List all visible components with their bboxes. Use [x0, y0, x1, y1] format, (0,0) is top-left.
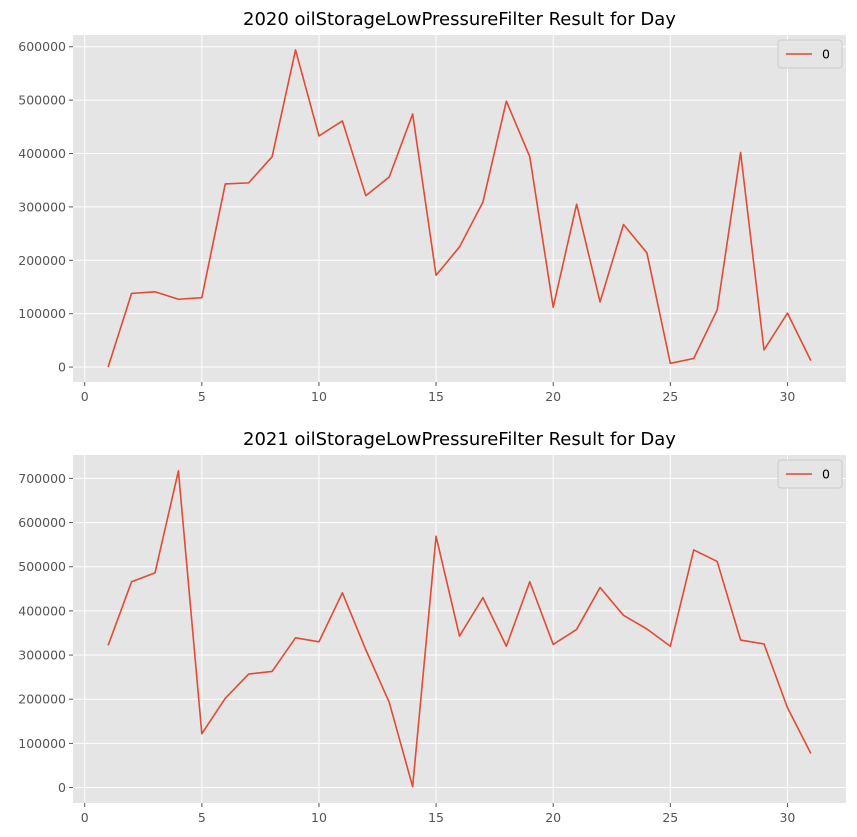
x-tick-label: 10: [311, 810, 327, 825]
chart-panel-0: 0 5 10 15 20 25 30 0 100000 200000 300000 400000 500…: [18, 9, 846, 404]
x-tick-label: 5: [198, 389, 206, 404]
y-tick-label: 500000: [18, 559, 66, 574]
x-tick-label: 10: [311, 389, 327, 404]
x-tick-label: 30: [779, 389, 795, 404]
legend-entry-label: 0: [822, 47, 830, 62]
y-tick-label: 100000: [18, 306, 66, 321]
y-tick-label: 200000: [18, 692, 66, 707]
chart-title: 2020 oilStorageLowPressureFilter Result …: [243, 9, 676, 30]
legend-entry-label: 0: [822, 467, 830, 482]
chart-panel-1: 0 5 10 15 20 25 30 0 100000 200000 300000 400000 500…: [18, 429, 846, 825]
x-tick-label: 30: [779, 810, 795, 825]
x-tick-label: 0: [81, 810, 89, 825]
y-tick-label: 600000: [18, 515, 66, 530]
series-line-0: [107, 470, 812, 788]
y-tick-label: 300000: [18, 199, 66, 214]
x-tick-label: 25: [662, 810, 678, 825]
x-tick-label: 0: [81, 389, 89, 404]
y-tick-label: 100000: [18, 736, 66, 751]
x-tick-label: 15: [428, 389, 444, 404]
x-tick-label: 20: [545, 810, 561, 825]
y-tick-label: 400000: [18, 603, 66, 618]
chart-title: 2021 oilStorageLowPressureFilter Result …: [243, 429, 676, 450]
y-tick-label: 200000: [18, 253, 66, 268]
y-tick-label: 0: [58, 360, 66, 375]
series-line-0: [107, 49, 812, 368]
x-tick-label: 15: [428, 810, 444, 825]
x-tick-label: 5: [198, 810, 206, 825]
plot-area: [73, 455, 846, 803]
legend: 0: [777, 459, 843, 489]
y-tick-label: 600000: [18, 39, 66, 54]
legend: 0: [777, 39, 843, 69]
y-tick-label: 400000: [18, 146, 66, 161]
plot-area: [73, 35, 846, 382]
y-tick-label: 300000: [18, 648, 66, 663]
x-tick-label: 20: [545, 389, 561, 404]
y-tick-label: 500000: [18, 93, 66, 108]
y-tick-label: 0: [58, 780, 66, 795]
y-tick-label: 700000: [18, 471, 66, 486]
x-tick-label: 25: [662, 389, 678, 404]
